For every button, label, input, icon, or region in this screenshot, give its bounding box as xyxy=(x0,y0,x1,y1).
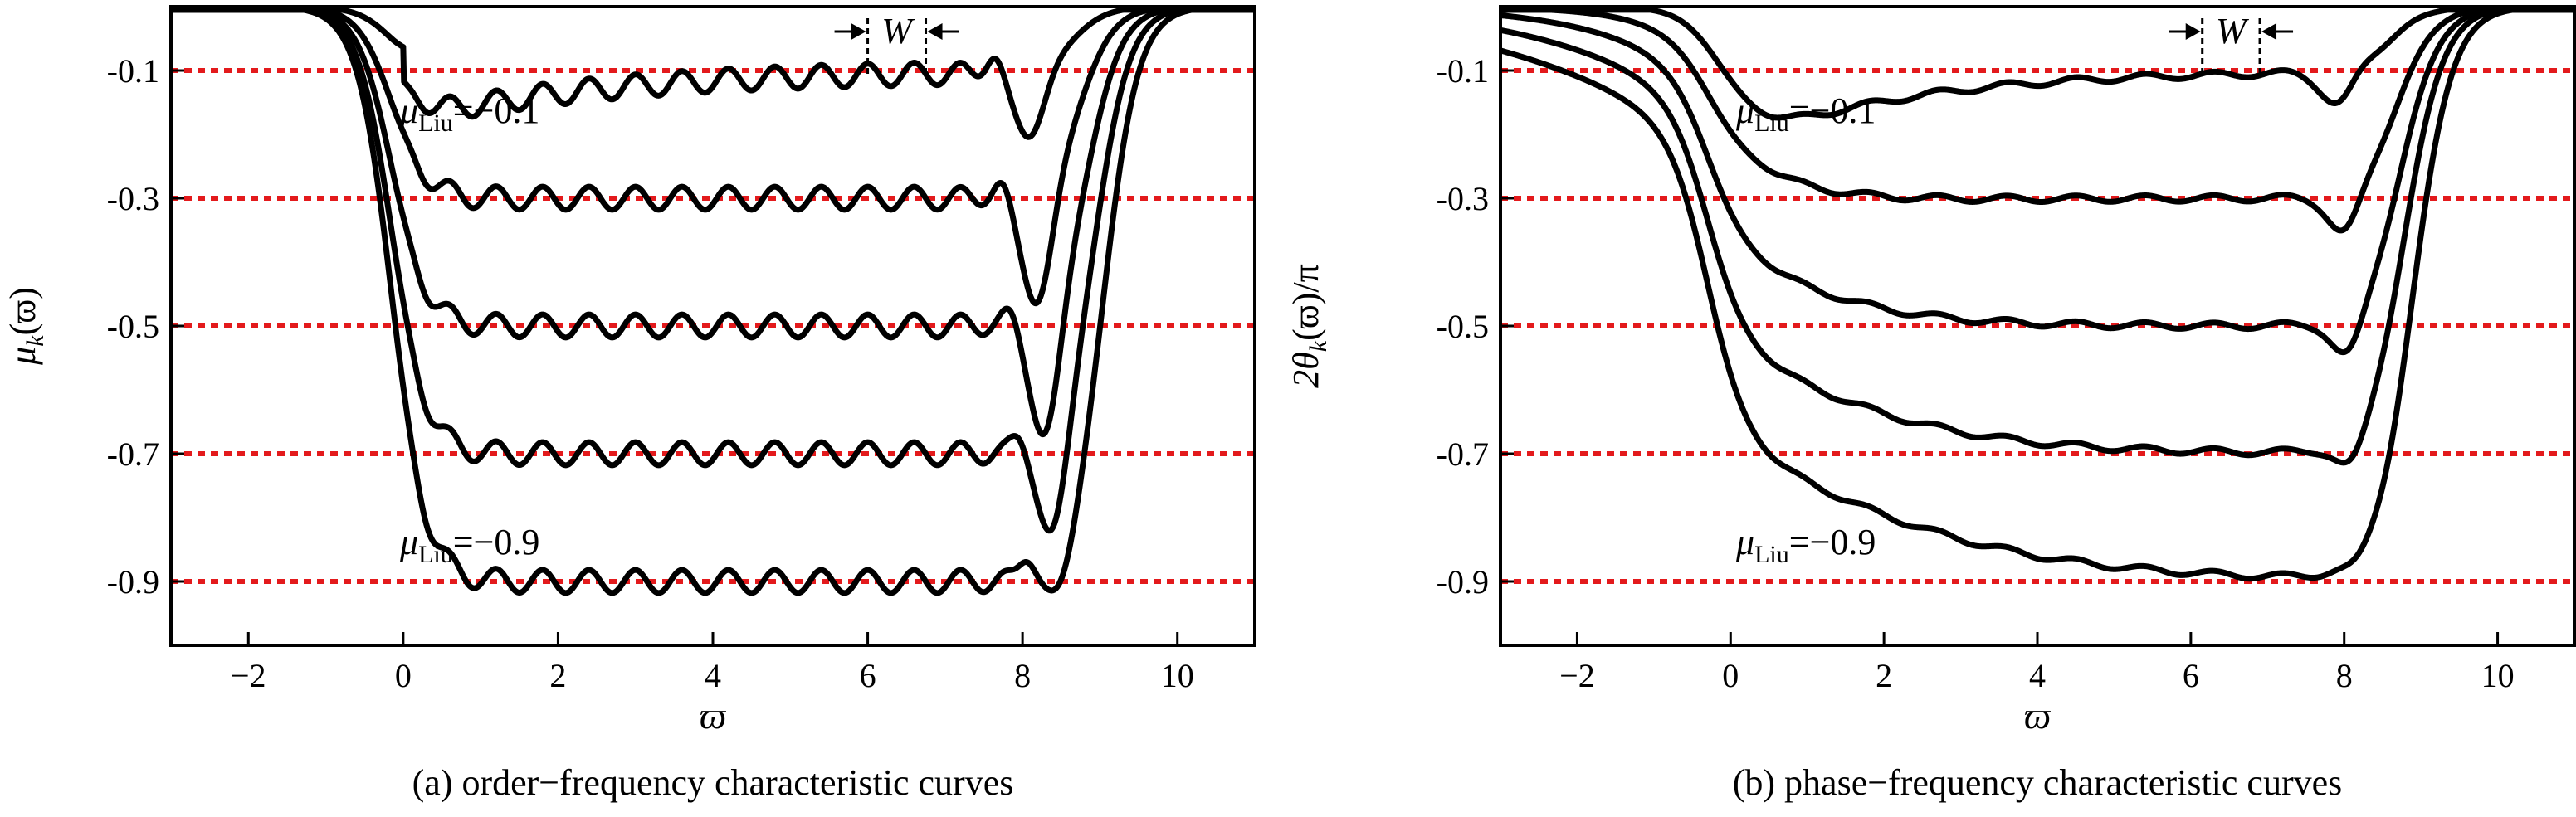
x-tick-label-1: 0 xyxy=(395,657,412,694)
x-axis-label: ϖ xyxy=(700,694,727,737)
chart-caption: (b) phase−frequency characteristic curve… xyxy=(1733,762,2343,803)
series-label-top-text: =−0.1 xyxy=(453,90,540,131)
x-tick-label-4: 6 xyxy=(2183,657,2199,694)
series-line-3 xyxy=(1498,7,2576,466)
series-label-bottom-text: =−0.9 xyxy=(453,522,540,562)
series-line-2 xyxy=(168,7,1257,438)
series-label-top-sub: Liu xyxy=(418,109,453,137)
series-label-bottom-main: μ xyxy=(399,522,418,562)
y-tick-label-1: -0.3 xyxy=(1437,180,1489,217)
series-line-2 xyxy=(1498,7,2576,356)
y-axis-label-arg: (ϖ) xyxy=(2,287,43,335)
width-marker-left-arrow-head xyxy=(2185,23,2201,40)
series-label-bottom-sub: Liu xyxy=(1754,541,1789,568)
chart-a: −2 0 2 4 6 8 10 -0.1 -0.3 -0.5 -0.7 -0.9 ϖ μk(ϖ) μLiu=… xyxy=(0,0,1288,813)
x-tick-label-3: 4 xyxy=(2029,657,2046,694)
series-label-top-main: μ xyxy=(1735,90,1754,131)
y-axis-label-sub: k xyxy=(1305,340,1332,352)
y-tick-label-0: -0.1 xyxy=(1437,52,1489,90)
x-tick-label-0: −2 xyxy=(231,657,266,694)
y-tick-label-3: -0.7 xyxy=(107,435,159,473)
y-axis-label-main: 2θ xyxy=(1288,352,1326,388)
series-line-1 xyxy=(168,7,1257,307)
x-tick-label-3: 4 xyxy=(705,657,721,694)
x-tick-label-6: 10 xyxy=(2481,657,2515,694)
width-marker-right-arrow-head xyxy=(2261,23,2277,40)
series-label-top: μLiu=−0.1 xyxy=(399,90,539,137)
x-tick-label-1: 0 xyxy=(1722,657,1739,694)
y-axis-label-sub: k xyxy=(22,335,49,347)
y-tick-label-4: -0.9 xyxy=(107,563,159,601)
x-tick-label-6: 10 xyxy=(1161,657,1194,694)
x-tick-label-0: −2 xyxy=(1559,657,1595,694)
series-label-bottom-sub: Liu xyxy=(418,541,453,568)
series-line-4 xyxy=(168,7,1257,596)
y-tick-label-4: -0.9 xyxy=(1437,563,1489,601)
y-tick-label-0: -0.1 xyxy=(107,52,159,90)
y-axis-label: μk(ϖ) xyxy=(2,287,49,366)
x-axis-label: ϖ xyxy=(2024,694,2052,737)
chart-a-svg: −2 0 2 4 6 8 10-0.1-0.3-0.5-0.7-0.9ϖμk(ϖ)μLiu=… xyxy=(2,5,1257,803)
chart-b-svg: −2 0 2 4 6 8 10-0.1-0.3-0.5-0.7-0.9ϖ2θk(ϖ)/πμL… xyxy=(1286,5,2576,803)
y-tick-label-3: -0.7 xyxy=(1437,435,1489,473)
y-axis-label: 2θk(ϖ)/π xyxy=(1288,264,1332,388)
series-label-bottom-main: μ xyxy=(1735,522,1754,562)
y-tick-label-2: -0.5 xyxy=(107,308,159,345)
series-line-1 xyxy=(1498,7,2576,234)
series-line-4 xyxy=(1498,7,2576,582)
x-tick-label-5: 8 xyxy=(2336,657,2353,694)
x-tick-label-2: 2 xyxy=(1876,657,1892,694)
series-label-top-sub: Liu xyxy=(1754,109,1789,137)
y-axis-label-arg: (ϖ)/π xyxy=(1288,264,1326,341)
width-marker-right-arrow-head xyxy=(927,23,943,40)
chart-b: −2 0 2 4 6 8 10 -0.1 -0.3 -0.5 -0.7 -0.9 ϖ 2θk(ϖ)/π μL… xyxy=(1286,0,2576,813)
y-axis-label-main: μ xyxy=(2,347,43,366)
y-tick-label-1: -0.3 xyxy=(107,180,159,217)
series-line-0 xyxy=(168,7,1257,140)
width-marker-label: W xyxy=(881,11,915,51)
series-line-3 xyxy=(168,7,1257,534)
x-tick-label-5: 8 xyxy=(1014,657,1031,694)
series-label-top-text: =−0.1 xyxy=(1789,90,1876,131)
series-label-bottom: μLiu=−0.9 xyxy=(1735,522,1876,568)
chart-caption: (a) order−frequency characteristic curve… xyxy=(412,762,1014,803)
y-tick-label-2: -0.5 xyxy=(1437,308,1489,345)
width-marker-label: W xyxy=(2216,11,2249,51)
series-label-top-main: μ xyxy=(399,90,418,131)
series-label-bottom: μLiu=−0.9 xyxy=(399,522,539,568)
width-marker-left-arrow-head xyxy=(851,23,866,40)
series-line-0 xyxy=(1498,7,2576,121)
series-label-bottom-text: =−0.9 xyxy=(1789,522,1876,562)
x-tick-label-2: 2 xyxy=(549,657,566,694)
x-tick-label-4: 6 xyxy=(860,657,876,694)
series-label-top: μLiu=−0.1 xyxy=(1735,90,1876,137)
